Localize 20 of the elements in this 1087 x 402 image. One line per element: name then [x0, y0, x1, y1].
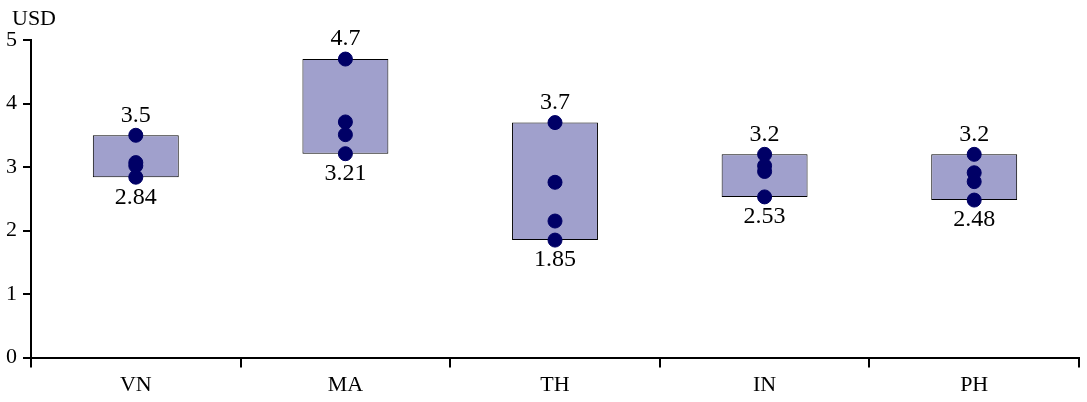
annotation: 4.7: [330, 24, 361, 51]
annotation: 3.7: [540, 87, 570, 114]
annotation: 2.53: [743, 202, 786, 229]
annotation: 3.2: [749, 119, 780, 146]
x-tick-label: IN: [752, 370, 777, 396]
y-tick-label: 4: [6, 89, 17, 115]
annotation: 3.5: [120, 100, 151, 127]
y-tick-label: 0: [6, 343, 17, 369]
x-tick-label: VN: [119, 370, 152, 396]
annotation: 3.2: [959, 119, 990, 146]
annotation: 2.48: [953, 205, 996, 232]
x-tick-label: TH: [540, 370, 570, 396]
y-tick-label: 3: [6, 152, 17, 178]
annotation: 2.84: [114, 182, 157, 209]
y-tick-label: 1: [6, 279, 17, 305]
annotation: 3.21: [324, 159, 367, 185]
y-tick-label: 2: [6, 216, 17, 242]
x-tick-label: MA: [327, 370, 364, 396]
annotation: 1.85: [534, 245, 576, 272]
x-tick-label: PH: [960, 370, 989, 396]
